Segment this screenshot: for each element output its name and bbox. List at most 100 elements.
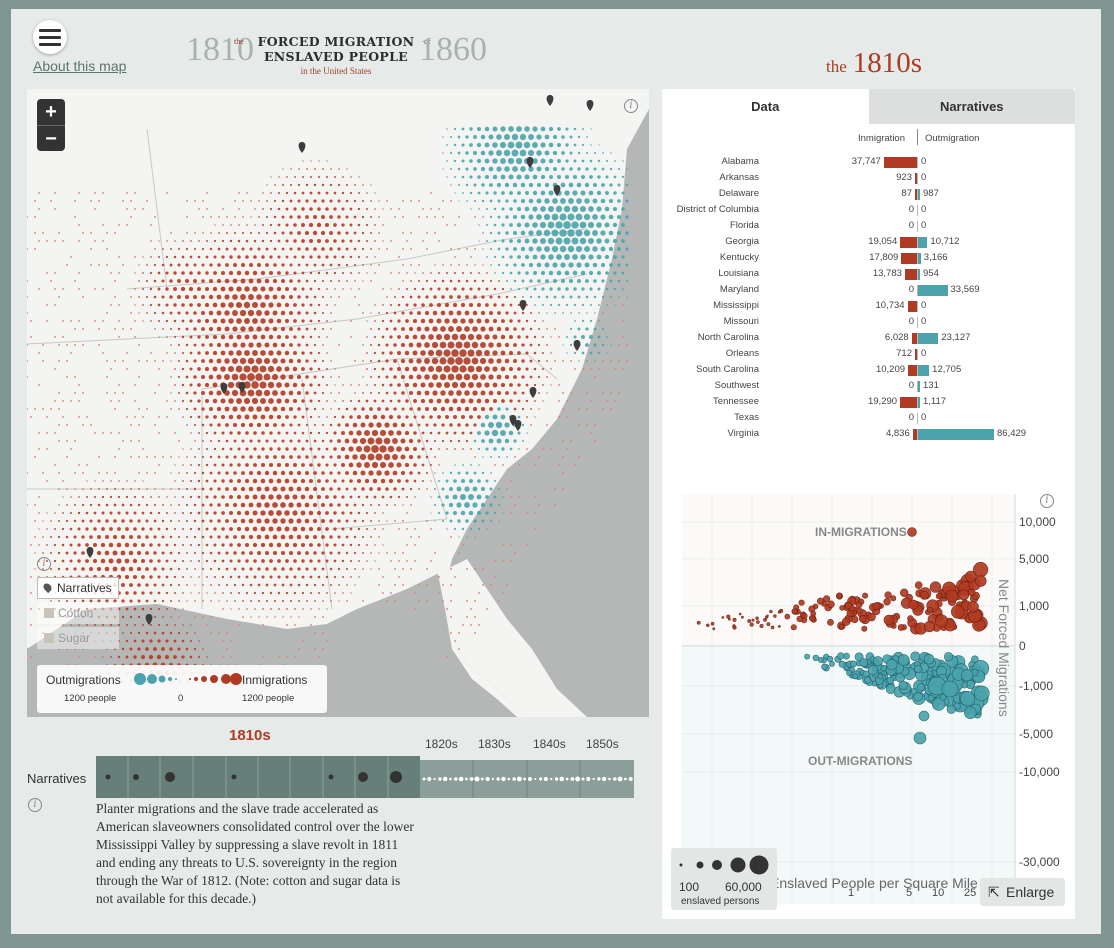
migration-dot bbox=[298, 168, 300, 170]
migration-dot bbox=[221, 655, 225, 659]
scatter-canvas[interactable]: 10,0005,0001,0000-1,000-5,000-10,000-30,… bbox=[662, 484, 1075, 919]
state-name: Kentucky bbox=[719, 252, 759, 263]
migration-dot bbox=[117, 271, 121, 275]
migration-dot bbox=[182, 480, 184, 482]
migration-dot bbox=[170, 488, 172, 490]
site-logo[interactable]: 1810 the FORCED MIGRATION of ENSLAVED PE… bbox=[186, 31, 496, 81]
menu-button[interactable] bbox=[33, 20, 67, 54]
migration-dot bbox=[134, 624, 136, 626]
migration-dot bbox=[232, 406, 238, 412]
timeline-future-track[interactable] bbox=[420, 760, 634, 798]
migration-dot bbox=[441, 215, 445, 219]
tab-data[interactable]: Data bbox=[662, 89, 869, 124]
migration-dot bbox=[453, 127, 457, 131]
migration-dot bbox=[368, 470, 374, 476]
migration-dot bbox=[226, 600, 228, 602]
layer-sugar-toggle[interactable]: Sugar bbox=[37, 627, 119, 649]
migration-dot bbox=[240, 518, 246, 524]
zoom-out-button[interactable]: − bbox=[37, 125, 65, 151]
migration-dot bbox=[453, 255, 457, 259]
migration-dot bbox=[505, 263, 509, 267]
migration-dot bbox=[484, 158, 490, 164]
scatter-info-icon[interactable]: i bbox=[1040, 494, 1054, 508]
migration-dot bbox=[117, 431, 121, 435]
scatter-point bbox=[766, 622, 771, 627]
map-canvas[interactable] bbox=[27, 89, 649, 717]
migration-dot bbox=[181, 303, 185, 307]
migration-dot bbox=[258, 616, 260, 618]
migration-dot bbox=[445, 479, 449, 483]
migration-dot bbox=[469, 527, 473, 531]
migration-dot bbox=[377, 343, 381, 347]
timeline-decade-1820s[interactable]: 1820s bbox=[425, 737, 458, 751]
migration-dot bbox=[621, 319, 625, 323]
tab-narratives[interactable]: Narratives bbox=[868, 89, 1075, 124]
layer-narratives-toggle[interactable]: Narratives bbox=[37, 577, 119, 599]
migration-dot bbox=[181, 319, 185, 323]
migration-dot bbox=[341, 239, 345, 243]
migration-dot bbox=[153, 359, 157, 363]
zoom-in-button[interactable]: + bbox=[45, 101, 57, 123]
migration-dot bbox=[465, 439, 469, 443]
timeline-info-icon[interactable]: i bbox=[28, 798, 42, 812]
migration-dot bbox=[309, 335, 313, 339]
migration-dot bbox=[213, 495, 217, 499]
timeline-decade-1830s[interactable]: 1830s bbox=[478, 737, 511, 751]
migration-dot bbox=[321, 359, 325, 363]
scatter-point bbox=[861, 625, 868, 632]
migration-dot bbox=[313, 279, 317, 283]
migration-dot bbox=[609, 279, 613, 283]
migration-dot bbox=[617, 167, 621, 171]
migration-dot bbox=[284, 366, 290, 372]
migration-dot bbox=[375, 437, 383, 445]
migration-dot bbox=[353, 247, 357, 251]
migration-dot bbox=[117, 495, 121, 499]
migration-map[interactable]: + − i i Narratives Cotton Sugar Outmigra… bbox=[27, 89, 649, 717]
migration-dot bbox=[617, 247, 621, 251]
migration-dot bbox=[272, 358, 278, 364]
state-row: Orleans 712 0 bbox=[662, 347, 1075, 363]
migration-dot bbox=[165, 559, 169, 563]
enlarge-button[interactable]: ⇱ Enlarge bbox=[980, 878, 1065, 906]
migration-dot bbox=[248, 486, 254, 492]
migration-dot bbox=[435, 333, 443, 341]
migration-dot bbox=[329, 439, 333, 443]
migration-dot bbox=[254, 208, 256, 210]
migration-dot bbox=[77, 239, 81, 243]
migration-dot bbox=[349, 335, 353, 339]
migration-dot bbox=[604, 222, 610, 228]
migration-dot bbox=[388, 430, 394, 436]
migration-dot bbox=[262, 192, 264, 194]
migration-dot bbox=[212, 398, 218, 404]
migration-dot bbox=[329, 231, 333, 235]
about-link[interactable]: About this map bbox=[33, 58, 127, 74]
migration-dot bbox=[421, 239, 425, 243]
layers-info-icon[interactable]: i bbox=[37, 557, 51, 571]
migration-dot bbox=[370, 184, 372, 186]
migration-dot bbox=[337, 519, 341, 523]
migration-dot bbox=[65, 263, 69, 267]
migration-dot bbox=[330, 360, 332, 362]
migration-dot bbox=[193, 535, 197, 539]
migration-dot bbox=[65, 551, 69, 555]
migration-dot bbox=[241, 439, 245, 443]
scatter-plot[interactable]: 10,000 5,000 1,000 0 -1,000 -5,000 -10,000 -30,… bbox=[662, 484, 1075, 919]
layer-cotton-toggle[interactable]: Cotton bbox=[37, 602, 119, 624]
migration-dot bbox=[397, 527, 401, 531]
migration-dot bbox=[240, 326, 246, 332]
migration-dot bbox=[86, 496, 88, 498]
scatter-point bbox=[773, 614, 777, 618]
migration-dot bbox=[330, 312, 332, 314]
timeline-decade-1850s[interactable]: 1850s bbox=[586, 737, 619, 751]
x-tick-label: 1 bbox=[848, 887, 854, 899]
migration-dot bbox=[298, 600, 300, 602]
timeline-current-track[interactable] bbox=[96, 756, 420, 798]
map-info-icon[interactable]: i bbox=[624, 99, 638, 113]
migration-dot bbox=[401, 551, 405, 555]
timeline-decade-1840s[interactable]: 1840s bbox=[533, 737, 566, 751]
migration-dot bbox=[29, 591, 33, 595]
migration-dot bbox=[377, 359, 381, 363]
migration-dot bbox=[284, 478, 290, 484]
migration-dot bbox=[313, 615, 317, 619]
migration-dot bbox=[463, 341, 471, 349]
